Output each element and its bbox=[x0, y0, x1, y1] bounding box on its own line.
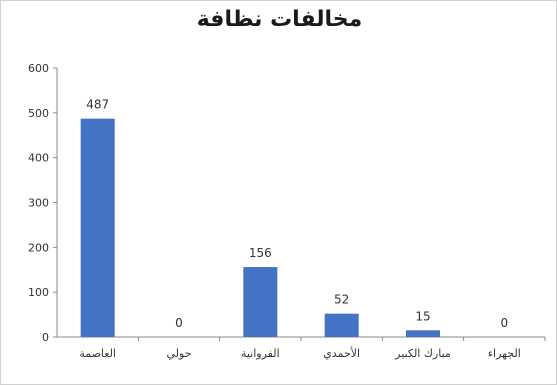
category-label: الجهراء bbox=[488, 347, 521, 360]
bar bbox=[406, 330, 440, 337]
category-label: حولي bbox=[166, 347, 191, 360]
category-label: مبارك الكبير bbox=[394, 347, 451, 360]
data-label: 0 bbox=[501, 316, 509, 330]
y-tick-label: 100 bbox=[28, 286, 49, 299]
y-tick-label: 600 bbox=[28, 62, 49, 75]
y-tick-label: 0 bbox=[42, 331, 49, 344]
y-tick-label: 200 bbox=[28, 241, 49, 254]
category-label: العاصمة bbox=[79, 347, 116, 360]
y-tick-label: 400 bbox=[28, 152, 49, 165]
data-label: 52 bbox=[334, 293, 349, 307]
bar bbox=[243, 267, 278, 337]
bars-group bbox=[80, 118, 440, 337]
labels-group: 487 العاصمة 0 حولي 156 الفروانية 52 الأحمدي 15 مب… bbox=[79, 98, 520, 360]
data-label: 156 bbox=[249, 246, 272, 260]
category-label: الفروانية bbox=[241, 347, 280, 360]
y-tick-label: 500 bbox=[28, 107, 49, 120]
category-label: الأحمدي bbox=[323, 346, 360, 360]
y-tick-label: 300 bbox=[28, 197, 49, 210]
bar bbox=[324, 313, 359, 337]
data-label: 15 bbox=[415, 309, 430, 323]
chart-axes: 0 100 200 300 400 500 600 bbox=[28, 62, 546, 344]
chart-title: مخالفات نظافة bbox=[196, 7, 363, 32]
bar bbox=[80, 118, 115, 337]
data-label: 0 bbox=[175, 316, 183, 330]
data-label: 487 bbox=[86, 98, 109, 112]
